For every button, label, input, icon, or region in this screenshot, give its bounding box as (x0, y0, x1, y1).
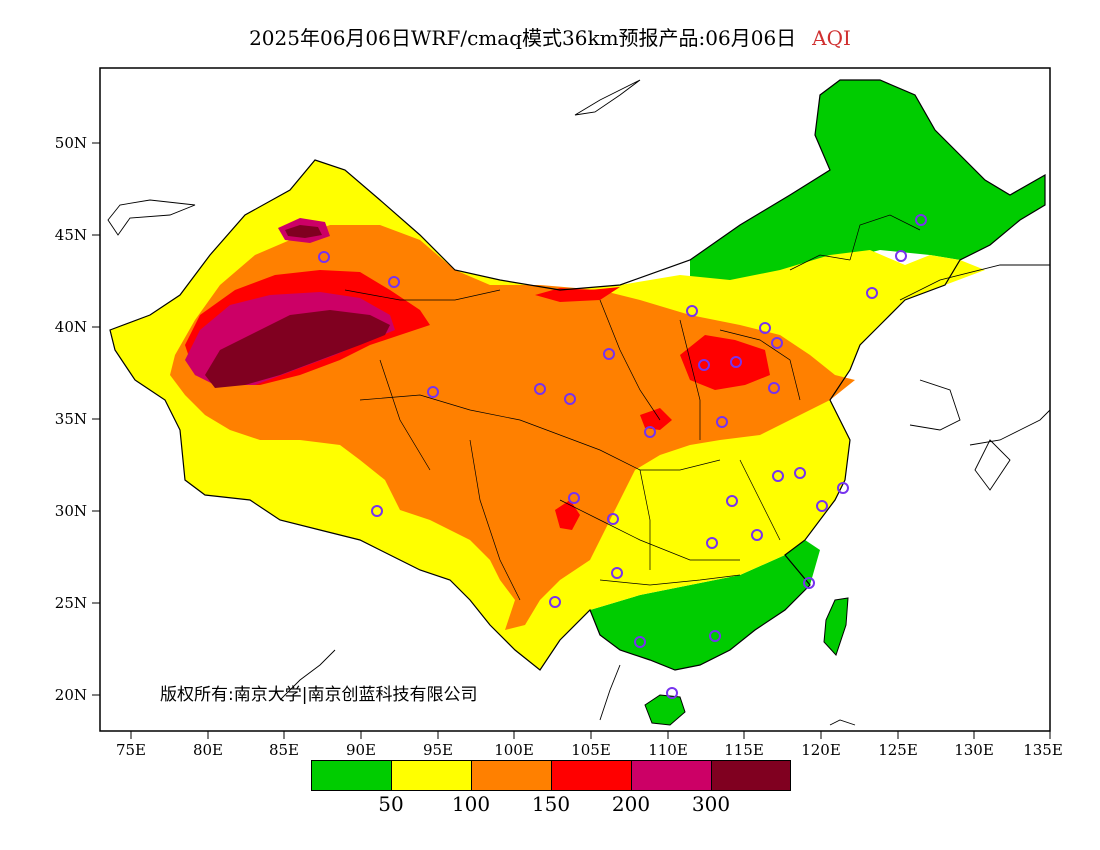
aqi-field-maroon-north (285, 225, 322, 238)
lat-tick-label: 30N (55, 502, 87, 520)
station-marker (768, 382, 780, 394)
station-marker (564, 393, 576, 405)
lon-tick-label: 135E (1023, 741, 1063, 759)
map-title: 2025年06月06日WRF/cmaq模式36km预报产品:06月06日 AQI (0, 22, 1100, 51)
lon-tick-label: 115E (724, 741, 764, 759)
lat-labels: 50N 45N 40N 35N 30N 25N 20N (55, 134, 87, 704)
station-marker (895, 250, 907, 262)
station-marker (706, 537, 718, 549)
legend-label: 100 (451, 792, 491, 816)
aqi-field-green-northeast (690, 80, 1045, 285)
taiwan-outline (823, 597, 849, 656)
station-marker (388, 276, 400, 288)
aqi-field-green-hainan (645, 695, 685, 725)
china-outline (109, 79, 1046, 671)
lon-tick-label: 130E (954, 741, 994, 759)
station-marker (603, 348, 615, 360)
lon-tick-label: 105E (571, 741, 611, 759)
aqi-field-green-south (590, 540, 820, 670)
station-markers (318, 214, 927, 699)
station-marker (759, 322, 771, 334)
aqi-field-red-gansu (535, 287, 620, 302)
station-marker (803, 577, 815, 589)
aqi-field-maroon-core (205, 310, 390, 388)
legend-swatch-4 (631, 760, 712, 791)
station-marker (709, 630, 721, 642)
station-marker (371, 505, 383, 517)
station-marker (716, 416, 728, 428)
station-marker (772, 470, 784, 482)
aqi-field-red-central (640, 408, 672, 430)
station-marker (915, 214, 927, 226)
station-marker (549, 596, 561, 608)
lon-tick-label: 120E (801, 741, 841, 759)
station-marker (318, 251, 330, 263)
legend-label: 200 (611, 792, 651, 816)
legend-swatch-1 (391, 760, 472, 791)
lat-tick-label: 25N (55, 594, 87, 612)
station-marker (794, 467, 806, 479)
hainan-outline (644, 694, 686, 726)
station-marker (771, 337, 783, 349)
station-marker (644, 426, 656, 438)
title-text: 2025年06月06日WRF/cmaq模式36km预报产品:06月06日 (249, 26, 797, 50)
legend-label: 150 (531, 792, 571, 816)
legend-swatch-0 (311, 760, 392, 791)
station-marker (607, 513, 619, 525)
station-marker (698, 359, 710, 371)
station-marker (427, 386, 439, 398)
lon-tick-label: 75E (116, 741, 146, 759)
legend-label: 50 (378, 792, 404, 816)
lat-tick-label: 45N (55, 226, 87, 244)
lon-tick-label: 80E (193, 741, 223, 759)
lon-tick-label: 110E (648, 741, 688, 759)
province-borders (344, 214, 921, 601)
lat-tick-label: 35N (55, 410, 87, 428)
lon-tick-label: 90E (346, 741, 376, 759)
station-marker (611, 567, 623, 579)
station-marker (666, 687, 678, 699)
lat-tick-label: 50N (55, 134, 87, 152)
lat-tick-label: 40N (55, 318, 87, 336)
lon-tick-label: 85E (269, 741, 299, 759)
neighbor-borders (107, 79, 1051, 726)
aqi-field-red-northchina (680, 335, 770, 390)
legend-label: 300 (691, 792, 731, 816)
station-marker (534, 383, 546, 395)
station-marker (837, 482, 849, 494)
station-marker (751, 529, 763, 541)
lon-labels: 75E 80E 85E 90E 95E 100E 105E 110E 115E … (116, 741, 1063, 759)
lon-tick-label: 95E (423, 741, 453, 759)
copyright-notice: 版权所有:南京大学|南京创蓝科技有限公司 (160, 685, 478, 705)
legend-swatch-5 (711, 760, 791, 791)
plot-frame (99, 67, 1051, 732)
station-marker (816, 500, 828, 512)
legend-swatch-2 (471, 760, 552, 791)
title-variable: AQI (812, 26, 851, 50)
legend-swatch-3 (551, 760, 632, 791)
aqi-field (110, 80, 1045, 725)
station-marker (866, 287, 878, 299)
aqi-field-red-sichuan (555, 500, 580, 530)
lat-axis (92, 142, 100, 696)
station-marker (686, 305, 698, 317)
lon-axis (130, 731, 1051, 739)
station-marker (568, 492, 580, 504)
station-marker (726, 495, 738, 507)
lat-tick-label: 20N (55, 686, 87, 704)
lon-tick-label: 100E (494, 741, 534, 759)
lon-tick-label: 125E (878, 741, 918, 759)
station-marker (634, 636, 646, 648)
station-marker (730, 356, 742, 368)
